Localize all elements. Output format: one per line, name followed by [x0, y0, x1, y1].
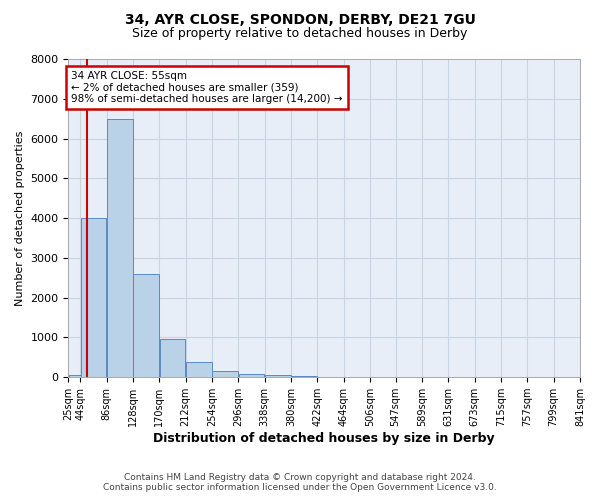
Bar — [160, 340, 185, 377]
Text: Size of property relative to detached houses in Derby: Size of property relative to detached ho… — [133, 28, 467, 40]
Bar — [69, 375, 94, 377]
Bar — [107, 118, 133, 377]
Bar — [80, 218, 106, 377]
Bar — [133, 274, 159, 377]
Bar — [317, 376, 343, 377]
Bar — [239, 374, 265, 377]
Bar — [291, 376, 317, 377]
Y-axis label: Number of detached properties: Number of detached properties — [15, 130, 25, 306]
Bar — [212, 372, 238, 377]
X-axis label: Distribution of detached houses by size in Derby: Distribution of detached houses by size … — [154, 432, 495, 445]
Text: 34 AYR CLOSE: 55sqm
← 2% of detached houses are smaller (359)
98% of semi-detach: 34 AYR CLOSE: 55sqm ← 2% of detached hou… — [71, 71, 343, 104]
Bar — [186, 362, 212, 377]
Bar — [265, 375, 290, 377]
Text: Contains HM Land Registry data © Crown copyright and database right 2024.
Contai: Contains HM Land Registry data © Crown c… — [103, 473, 497, 492]
Text: 34, AYR CLOSE, SPONDON, DERBY, DE21 7GU: 34, AYR CLOSE, SPONDON, DERBY, DE21 7GU — [125, 12, 475, 26]
